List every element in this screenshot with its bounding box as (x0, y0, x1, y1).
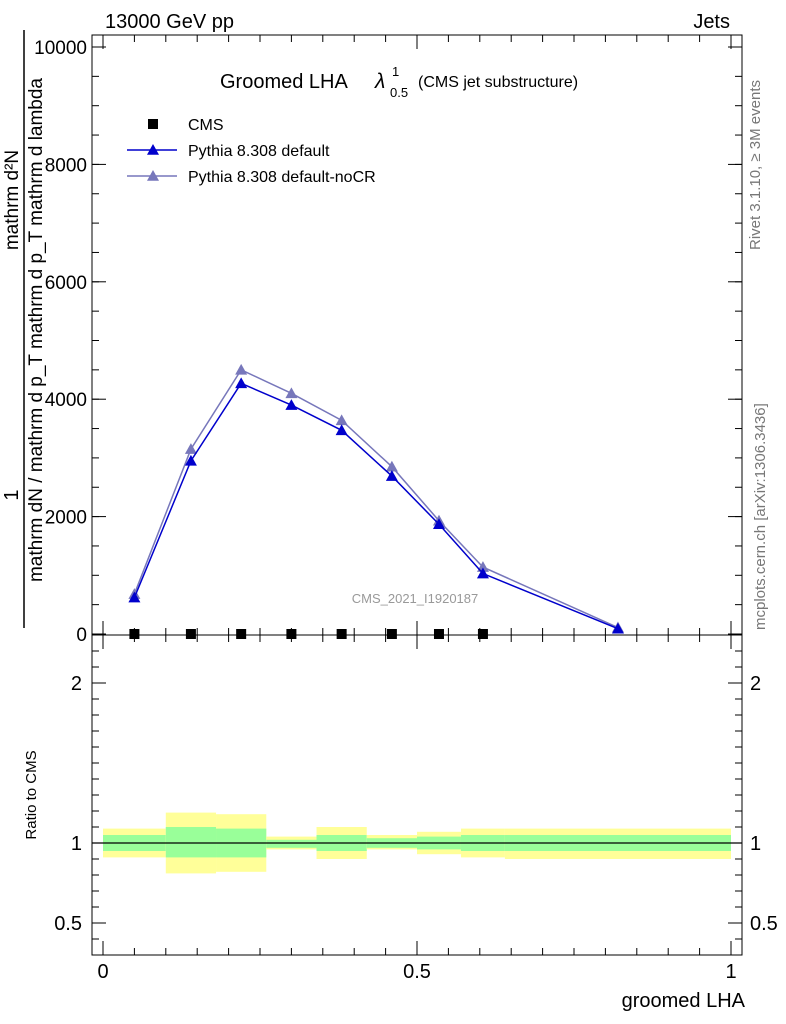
series-point (285, 399, 298, 410)
ratio-x-axis: 0 0.5 1 (97, 635, 737, 983)
rivet-label: Rivet 3.1.10, ≥ 3M events (747, 80, 764, 250)
legend: CMS Pythia 8.308 default Pythia 8.308 defa… (127, 117, 376, 186)
ratio-frame (91, 634, 743, 956)
series-line (133, 368, 619, 629)
y-tick-label: 10000 (34, 38, 87, 59)
legend-item: Pythia 8.308 default-noCR (127, 169, 376, 186)
plot-title: Groomed LHA λ 1 0.5 (CMS jet substructur… (220, 64, 578, 100)
plot-title-superscript: 1 (392, 64, 399, 79)
ratio-y-tick-label: 2 (71, 673, 82, 695)
series-point (335, 424, 348, 436)
series-pythia-8-308-default (128, 377, 624, 634)
series-point (385, 460, 398, 472)
data-point (477, 629, 488, 639)
series-point (235, 363, 248, 375)
data-point (129, 629, 140, 639)
legend-marker (147, 170, 159, 181)
series-point (285, 387, 298, 399)
main-plot-panel: 0 2000 4000 6000 8000 10000 CMS_2021_I1920187… (1, 30, 743, 646)
ylabel-numerator: 1 (1, 489, 23, 500)
plot-title-symbol: λ (374, 70, 385, 93)
category-label: Jets (693, 11, 730, 33)
ratio-y-tick-label-right: 0.5 (750, 913, 778, 935)
y-tick-label: 8000 (45, 155, 87, 176)
data-point (185, 629, 196, 639)
legend-marker (148, 119, 158, 129)
ratio-y-tick-label-right: 2 (750, 673, 761, 695)
series-point (335, 414, 348, 426)
series-point (385, 470, 398, 481)
main-y-axis: 0 2000 4000 6000 8000 10000 (34, 38, 742, 646)
ylabel-top: mathrm d²N (2, 150, 23, 250)
series-point (235, 377, 248, 389)
series-layer (128, 363, 624, 639)
x-tick-label: 1 (725, 961, 736, 983)
y-tick-label: 6000 (45, 273, 87, 294)
legend-label: CMS (188, 117, 224, 134)
series-cms (129, 629, 488, 639)
main-x-axis-ticks (102, 35, 732, 635)
collision-label: 13000 GeV pp (105, 11, 234, 33)
plot-title-text: Groomed LHA (220, 71, 348, 93)
analysis-watermark: CMS_2021_I1920187 (352, 591, 479, 606)
uncertainty-band-inner (266, 839, 317, 848)
series-point (184, 443, 197, 454)
y-tick-label: 4000 (45, 390, 87, 411)
uncertainty-band-inner (165, 827, 217, 858)
data-point (286, 629, 297, 639)
legend-label: Pythia 8.308 default-noCR (188, 169, 376, 186)
mcplots-label: mcplots.cern.ch [arXiv:1306.3436] (752, 403, 769, 630)
series-point (128, 591, 141, 603)
y-tick-label: 2000 (45, 508, 87, 529)
ratio-plot-panel: 0.5 0.51 12 2 0 0.5 1 Ratio to CMS groomed LH… (23, 634, 778, 1012)
ratio-y-tick-label: 0.5 (54, 913, 82, 935)
legend-item: CMS (148, 117, 224, 134)
data-point (236, 629, 247, 639)
ratio-y-tick-label: 1 (71, 833, 82, 855)
series-point (432, 518, 445, 530)
ratio-y-axis-label: Ratio to CMS (23, 750, 40, 839)
legend-item: Pythia 8.308 default (127, 143, 330, 160)
main-y-axis-label: 1 mathrm dN / mathrm d p_T mathrm d p_T … (1, 30, 47, 628)
data-point (433, 629, 444, 639)
data-point (336, 629, 347, 639)
plot-title-suffix: (CMS jet substructure) (418, 74, 578, 91)
ylabel-denominator: mathrm dN / mathrm d p_T mathrm d p_T ma… (26, 78, 47, 582)
y-tick-label: 0 (76, 625, 87, 646)
ratio-y-axis: 0.5 0.5 1 1 2 2 (54, 650, 778, 956)
series-point (476, 567, 489, 579)
ratio-y-tick-label-right: 1 (750, 833, 761, 855)
data-point (386, 629, 397, 639)
series-point (184, 454, 197, 466)
legend-marker (147, 144, 159, 155)
legend-label: Pythia 8.308 default (188, 143, 330, 160)
series-point (611, 622, 624, 634)
plot-title-subscript: 0.5 (390, 85, 408, 100)
x-tick-label: 0.5 (403, 961, 431, 983)
x-tick-label: 0 (97, 961, 108, 983)
x-axis-label: groomed LHA (622, 990, 746, 1012)
